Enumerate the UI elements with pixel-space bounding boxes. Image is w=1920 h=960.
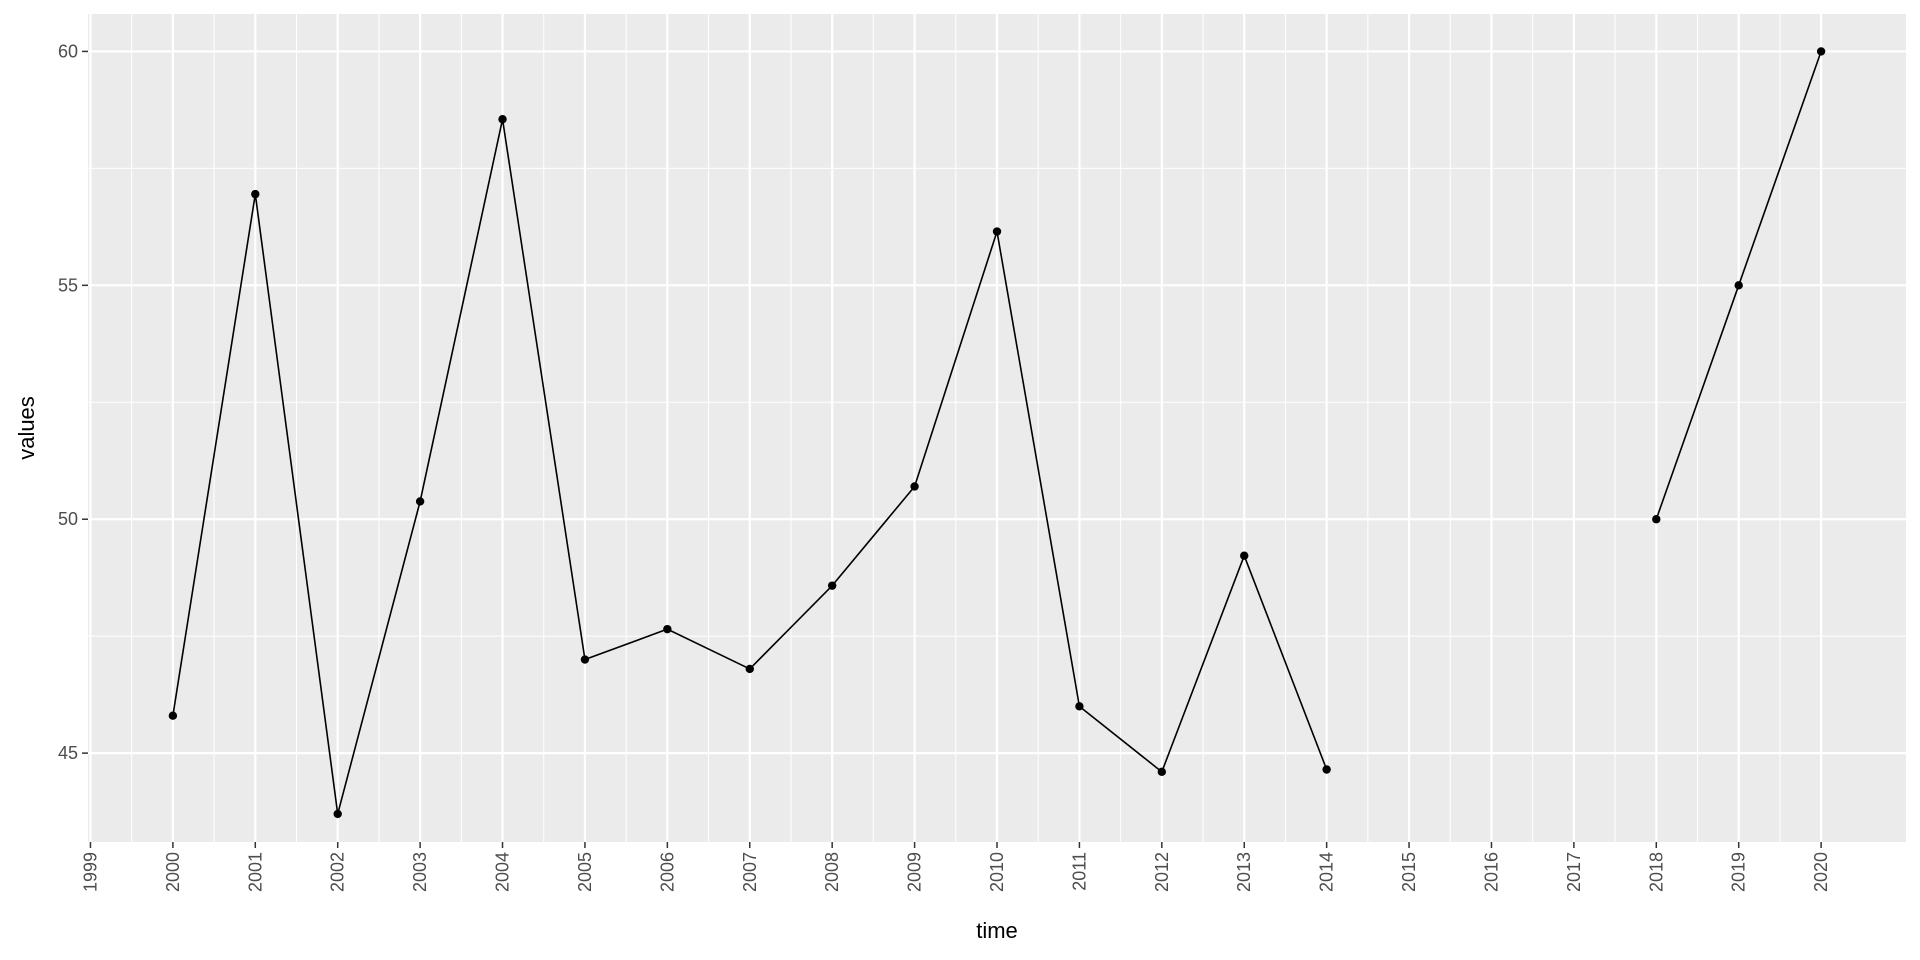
data-point	[1652, 515, 1661, 524]
data-point	[580, 655, 590, 664]
data-point	[498, 115, 507, 124]
axis-ticks	[82, 50, 1822, 848]
x-tick-label: 2005	[575, 852, 595, 892]
x-tick-label: 2018	[1646, 852, 1666, 892]
x-tick-label: 2011	[1069, 852, 1089, 891]
y-tick-label: 55	[58, 275, 78, 295]
data-point	[415, 497, 425, 506]
grid-lines	[88, 14, 1906, 842]
x-tick-label: 2020	[1811, 852, 1831, 892]
x-tick-label: 2010	[987, 852, 1007, 892]
data-point	[745, 664, 754, 674]
x-axis-tick-labels: 1999 2000 2001 2002 2003 2004 2005 2006 2007 2008…	[80, 852, 1831, 892]
x-tick-label: 2019	[1729, 852, 1749, 892]
x-tick-label: 2004	[493, 852, 513, 892]
data-point	[827, 581, 837, 590]
data-point	[663, 624, 672, 634]
x-tick-label: 2016	[1481, 852, 1501, 892]
data-point	[992, 227, 1002, 236]
x-tick-label: 2006	[657, 852, 677, 892]
data-point	[333, 809, 342, 819]
x-tick-label: 2002	[328, 852, 348, 892]
data-point	[910, 482, 919, 491]
x-tick-label: 2017	[1564, 852, 1584, 892]
y-axis-title: values	[14, 396, 39, 460]
x-tick-label: 2014	[1317, 852, 1337, 892]
data-point	[1075, 702, 1084, 711]
x-tick-label: 2013	[1234, 852, 1254, 892]
x-tick-label: 2012	[1152, 852, 1172, 892]
y-tick-label: 50	[58, 509, 78, 529]
data-point	[1322, 765, 1331, 774]
y-axis-tick-labels: 45 50 55 60	[58, 41, 78, 763]
y-tick-label: 45	[58, 743, 78, 763]
data-point	[1816, 47, 1826, 56]
y-tick-label: 60	[58, 41, 78, 61]
x-tick-label: 2008	[822, 852, 842, 892]
x-tick-label: 2007	[740, 852, 760, 892]
x-tick-label: 2000	[163, 852, 183, 892]
data-point	[1157, 767, 1167, 777]
x-tick-label: 2009	[905, 852, 925, 892]
data-point	[1240, 551, 1249, 560]
data-point	[1734, 281, 1743, 290]
data-point	[251, 189, 260, 199]
x-tick-label: 2001	[245, 852, 265, 892]
x-tick-label: 2015	[1399, 852, 1419, 892]
x-tick-label: 2003	[410, 852, 430, 892]
x-tick-label: 1999	[80, 852, 100, 892]
x-axis-title: time	[976, 918, 1018, 943]
data-point	[168, 711, 178, 720]
series-points	[168, 47, 1826, 819]
